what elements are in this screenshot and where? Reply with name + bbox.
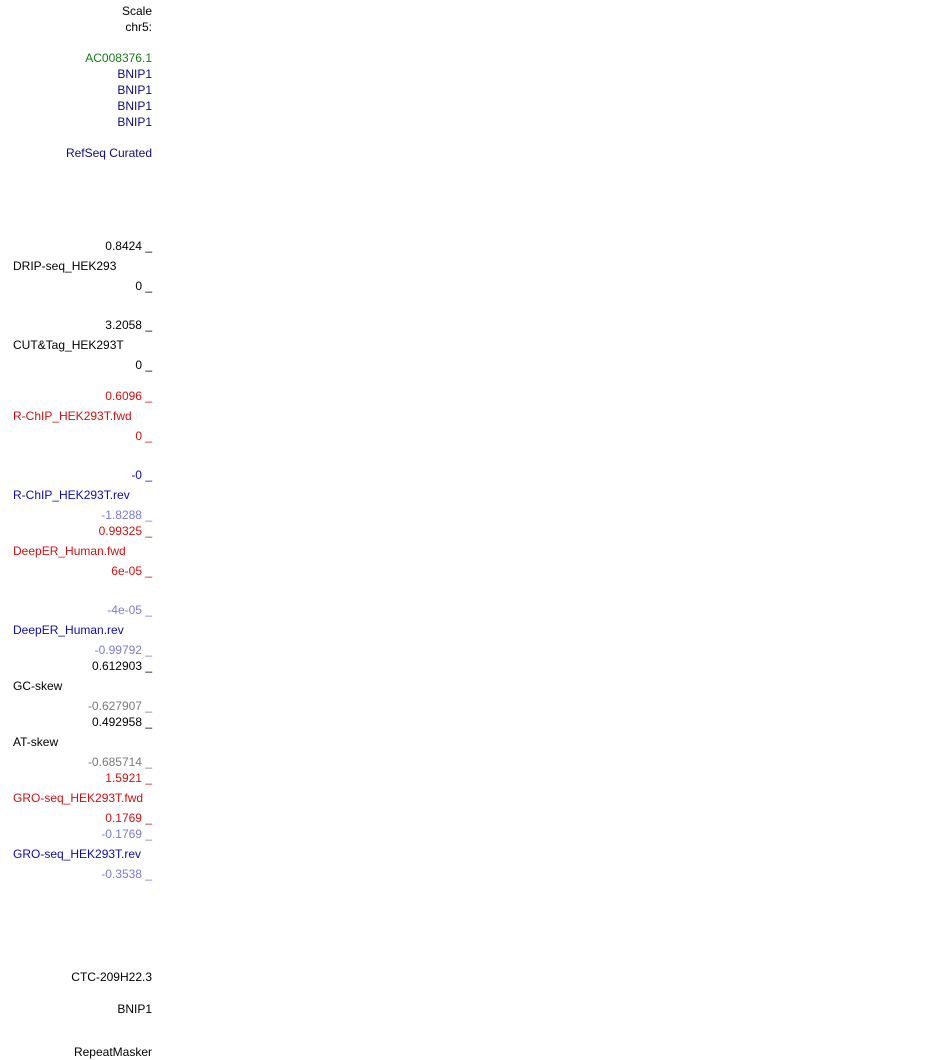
track-min-value: 0 _ xyxy=(135,429,152,443)
track-max-value: 1.5921 _ xyxy=(105,771,152,785)
track-max-value: 0.8424 _ xyxy=(105,239,152,253)
track-min-value: -0.99792 _ xyxy=(94,643,152,657)
chrom-label[interactable]: chr5: xyxy=(125,20,152,34)
track-name-rchip-fwd[interactable]: R-ChIP_HEK293T.fwd xyxy=(13,409,132,423)
track-max-value: 3.2058 _ xyxy=(105,318,152,332)
track-max-value: -4e-05 _ xyxy=(107,603,152,617)
track-max-value: -0.1769 _ xyxy=(101,827,152,841)
gene-label-bnip1[interactable]: BNIP1 xyxy=(117,83,152,97)
track-min-value: 0.1769 _ xyxy=(105,811,152,825)
track-min-value: -0.627907 _ xyxy=(87,699,152,713)
track-min-value: -0.3538 _ xyxy=(101,867,152,881)
track-name-cut-tag[interactable]: CUT&Tag_HEK293T xyxy=(13,338,124,352)
track-max-value: 0.99325 _ xyxy=(98,524,152,538)
gene-label-ctc-209h22[interactable]: CTC-209H22.3 xyxy=(71,970,152,984)
track-name-gc-skew[interactable]: GC-skew xyxy=(13,679,63,693)
track-label-panel: Scale chr5: AC008376.1 BNIP1 BNIP1 BNIP1… xyxy=(0,0,160,1060)
track-name-at-skew[interactable]: AT-skew xyxy=(13,735,59,749)
gene-label-bnip1[interactable]: BNIP1 xyxy=(117,67,152,81)
track-name-gro-seq-rev[interactable]: GRO-seq_HEK293T.rev xyxy=(13,847,142,861)
track-max-value: 0.6096 _ xyxy=(105,389,152,403)
track-max-value: -0 _ xyxy=(131,468,152,482)
track-min-value: 0 _ xyxy=(135,358,152,372)
track-min-value: 6e-05 _ xyxy=(111,564,152,578)
gene-label-bnip1-bottom[interactable]: BNIP1 xyxy=(117,1002,152,1016)
track-name-deeper-rev[interactable]: DeepER_Human.rev xyxy=(13,623,124,637)
track-min-value: 0 _ xyxy=(135,279,152,293)
track-name-deeper-fwd[interactable]: DeepER_Human.fwd xyxy=(13,544,126,558)
track-max-value: 0.492958 _ xyxy=(91,715,152,729)
repeatmasker-label[interactable]: RepeatMasker xyxy=(73,1045,152,1059)
track-name-drip-seq[interactable]: DRIP-seq_HEK293 xyxy=(13,259,117,273)
scale-label[interactable]: Scale xyxy=(121,4,152,18)
refseq-curated-label[interactable]: RefSeq Curated xyxy=(65,146,152,160)
track-min-value: -0.685714 _ xyxy=(87,755,152,769)
track-name-gro-seq-fwd[interactable]: GRO-seq_HEK293T.fwd xyxy=(13,791,144,805)
track-display-area[interactable] xyxy=(160,0,950,1060)
gene-label-ac008376[interactable]: AC008376.1 xyxy=(85,51,152,65)
gene-label-bnip1[interactable]: BNIP1 xyxy=(117,99,152,113)
track-name-rchip-rev[interactable]: R-ChIP_HEK293T.rev xyxy=(13,488,130,502)
track-max-value: 0.612903 _ xyxy=(91,659,152,673)
track-min-value: -1.8288 _ xyxy=(101,508,152,522)
gene-label-bnip1[interactable]: BNIP1 xyxy=(117,115,152,129)
